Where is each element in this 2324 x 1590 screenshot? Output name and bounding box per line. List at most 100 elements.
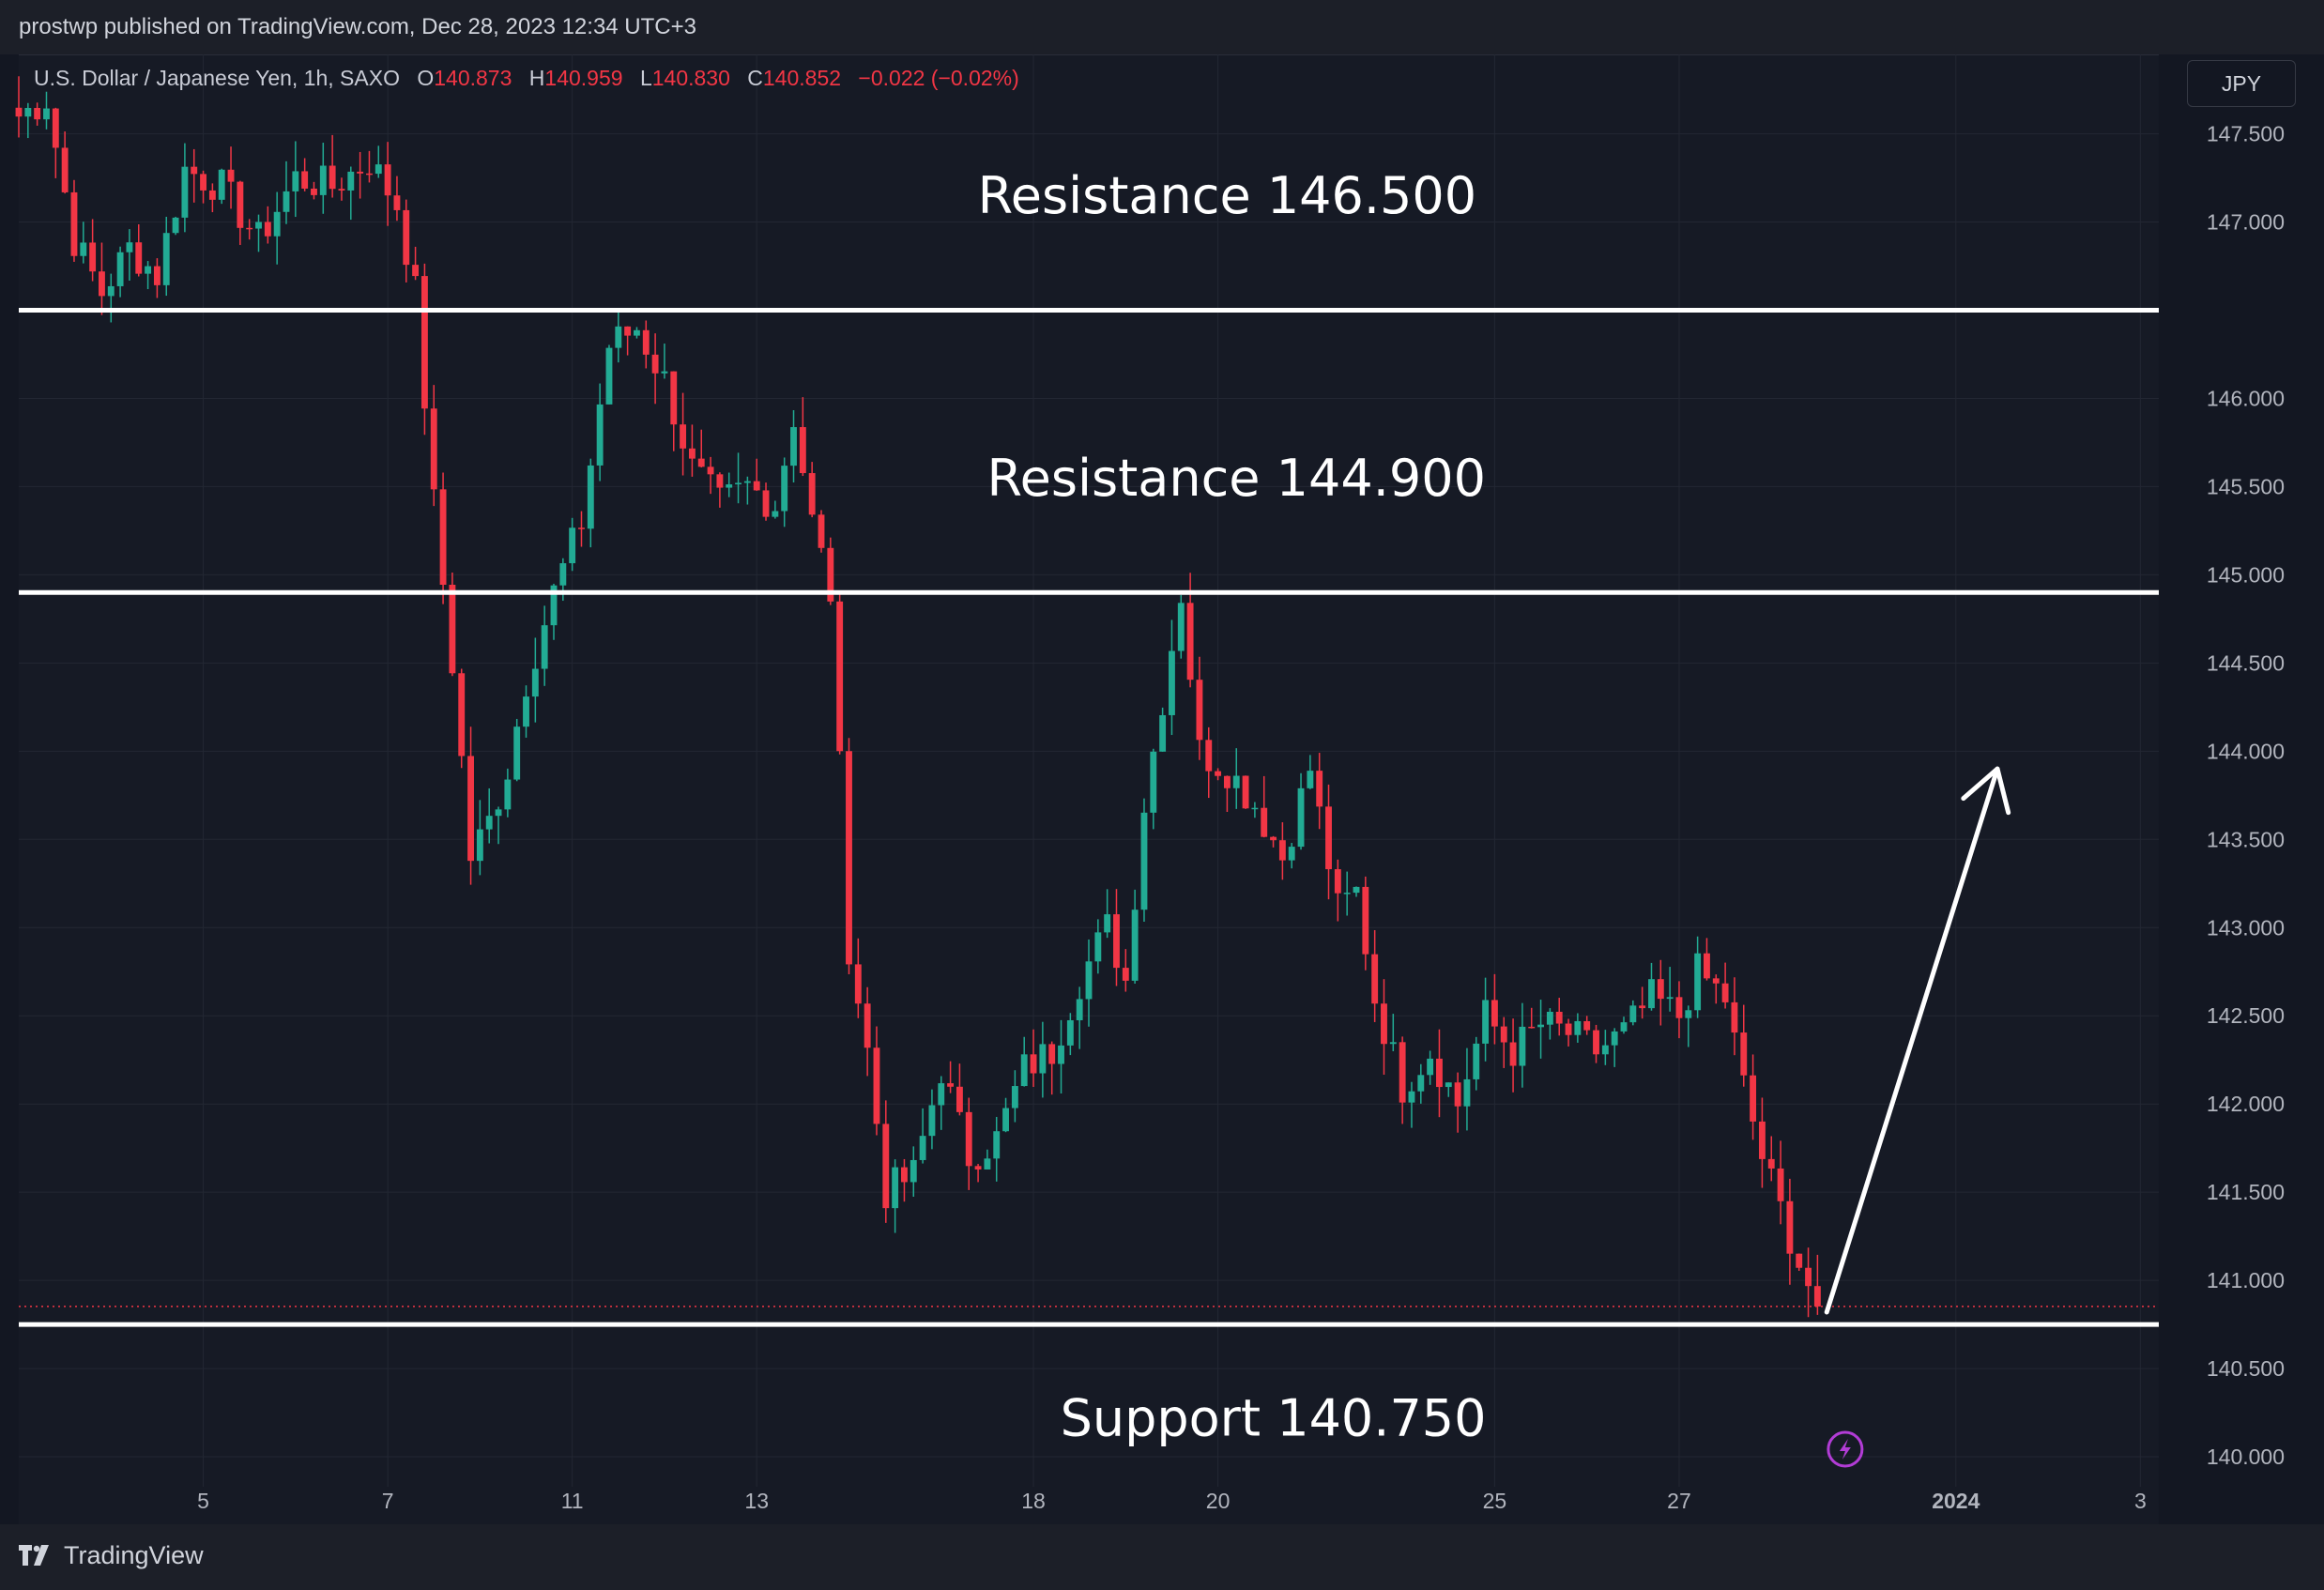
candle-body: [80, 242, 87, 256]
footer-bar: [0, 1524, 2324, 1590]
candle-body: [430, 408, 437, 490]
price-tick-label: 147.000: [2207, 210, 2285, 235]
candle-body: [1454, 1082, 1461, 1107]
candle-body: [1150, 751, 1157, 813]
low-label: L: [639, 66, 652, 90]
price-tick-label: 140.500: [2207, 1356, 2285, 1381]
candle-body: [375, 164, 382, 175]
candle-body: [615, 326, 622, 348]
candle-body: [799, 427, 806, 474]
published-text: prostwp published on TradingView.com, De…: [19, 14, 696, 39]
candle-body: [420, 276, 428, 409]
annotation-text: Support 140.750: [1061, 1389, 1487, 1448]
candle-body: [1786, 1200, 1794, 1254]
candle-body: [61, 147, 69, 192]
candle-body: [1528, 1026, 1536, 1029]
candle-body: [1796, 1253, 1803, 1268]
candle-body: [772, 511, 779, 517]
candle-body: [1039, 1044, 1047, 1074]
candle-body: [504, 779, 512, 810]
time-tick-label: 13: [744, 1489, 769, 1513]
candle-body: [1389, 1042, 1397, 1045]
candle-body: [1482, 1000, 1490, 1044]
candle-body: [1169, 650, 1175, 715]
chart-grid: [19, 54, 2159, 1487]
brand-name: TradingView: [64, 1541, 204, 1569]
tradingview-brand[interactable]: TradingView: [19, 1541, 204, 1570]
candle-body: [485, 816, 493, 830]
close-label: C: [747, 66, 763, 90]
candle-body: [476, 829, 483, 862]
candle-body: [1694, 953, 1702, 1011]
time-tick-label: 25: [1483, 1489, 1507, 1513]
price-axis: 147.500 147.000 146.000 145.500 145.000 144.5…: [2159, 54, 2305, 1524]
candle-body: [854, 964, 862, 1004]
candle-body: [145, 266, 152, 274]
candle-body: [34, 107, 41, 120]
candle-body: [1685, 1010, 1692, 1018]
candle-body: [495, 809, 502, 817]
candle-body: [1381, 1003, 1387, 1045]
candle-body: [283, 191, 290, 212]
candle-body: [1140, 812, 1148, 910]
candle-body: [569, 527, 576, 564]
candle-body: [366, 173, 373, 176]
candle-body: [1445, 1082, 1452, 1088]
candle-body: [1131, 910, 1139, 981]
candle-body: [1767, 1158, 1775, 1169]
candle-body: [753, 481, 760, 491]
candle-body: [1371, 954, 1379, 1004]
candle-body: [218, 169, 225, 200]
candle-body: [1297, 787, 1305, 848]
candle-body: [329, 165, 336, 190]
chart-annotations: Resistance 146.500 Resistance 144.900 Supp…: [978, 166, 2011, 1468]
change-value: −0.022 (−0.02%): [858, 66, 1019, 90]
time-tick-label: 2024: [1932, 1489, 1980, 1513]
candle-body: [1343, 893, 1351, 894]
candle-body: [1721, 983, 1729, 1002]
candle-body: [1020, 1054, 1028, 1087]
candle-body: [1261, 807, 1268, 837]
candle-body: [1085, 961, 1093, 1000]
candle-body: [52, 108, 59, 148]
candle-body: [1076, 999, 1083, 1020]
candle-body: [1813, 1286, 1821, 1307]
candle-body: [1712, 978, 1720, 984]
candle-body: [808, 473, 816, 515]
candle-body: [449, 585, 456, 674]
candle-body: [1122, 968, 1129, 981]
symbol-legend: U.S. Dollar / Japanese Yen, 1h, SAXO O14…: [34, 66, 1019, 91]
candle-body: [458, 673, 466, 757]
candle-body: [680, 424, 687, 449]
candle-body: [1611, 1031, 1618, 1046]
currency-button[interactable]: JPY: [2187, 60, 2296, 107]
time-axis: 5 7 11 13 18 20 25 27 2024 3: [197, 1489, 2147, 1513]
candle-body: [43, 108, 50, 120]
candle-body: [910, 1159, 917, 1183]
candle-body: [1639, 1005, 1646, 1009]
candle-body: [919, 1136, 926, 1160]
price-tick-label: 144.000: [2207, 739, 2285, 763]
candle-body: [15, 107, 23, 117]
candle-body: [947, 1083, 955, 1087]
candle-body: [227, 169, 235, 182]
candle-body: [1066, 1019, 1074, 1046]
candle-body: [716, 474, 724, 488]
candle-body: [89, 242, 97, 272]
candle-body: [1270, 836, 1277, 841]
chart-frame[interactable]: [19, 54, 2305, 1526]
candle-body: [578, 527, 585, 529]
candle-body: [347, 171, 355, 191]
candle-body: [634, 329, 640, 336]
candle-body: [882, 1124, 890, 1209]
price-tick-label: 143.500: [2207, 827, 2285, 851]
candle-body: [1546, 1011, 1553, 1025]
candle-body: [1555, 1011, 1563, 1024]
candle-body: [181, 166, 189, 218]
candle-body: [1002, 1108, 1009, 1132]
price-tick-label: 145.000: [2207, 562, 2285, 587]
forecast-arrow-shaft: [1824, 766, 2000, 1315]
candle-body: [1740, 1032, 1748, 1076]
candle-body: [1509, 1042, 1517, 1066]
